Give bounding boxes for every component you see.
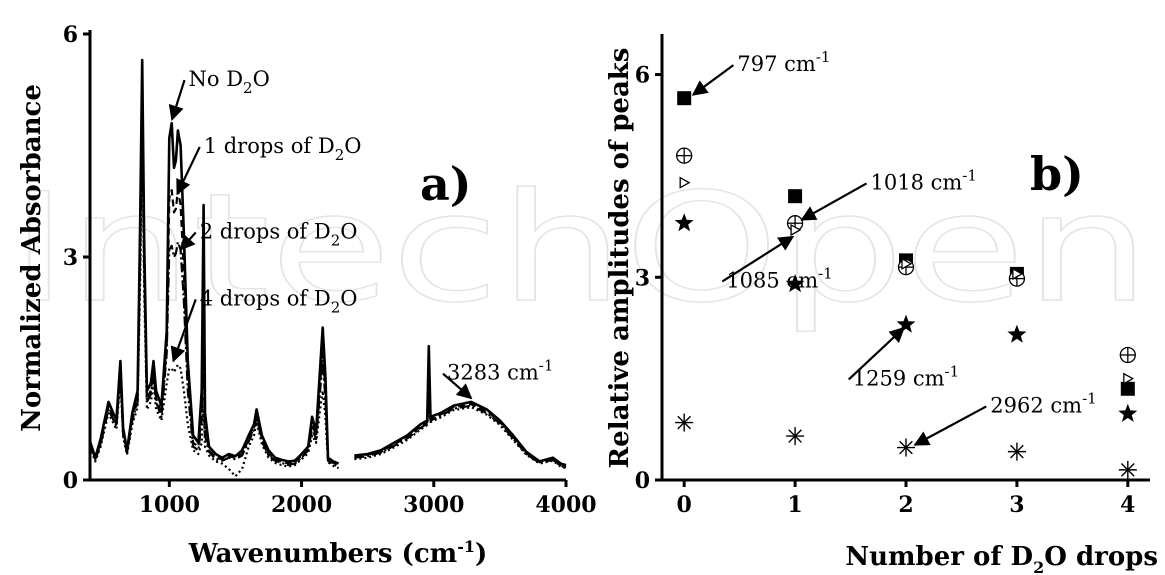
annotation-b4: 2962 cm-1 [990,389,1096,417]
panel-b-x-tick-label: 0 [677,492,692,518]
panel-b-label: b) [1030,147,1084,201]
panel-b-y-tick-label: 0 [635,468,650,494]
marker-1259-cm-1-3 [1007,324,1027,343]
marker-1018-cm-1-4 [1119,346,1136,364]
watermark: IntechOpen [9,161,1150,336]
panel-b-x-tick-label: 1 [787,492,802,518]
watermark-text: IntechOpen [10,162,1150,336]
annotation-a4: 3283 cm-1 [447,357,553,385]
panel-b-x-tick-label: 4 [1120,492,1135,518]
panel-a-x-axis-label: Wavenumbers (cm-1) [188,537,488,569]
panel-a-x-tick-label: 2000 [271,492,332,518]
marker-797-cm-1-4 [1120,381,1135,396]
marker-1085-cm-1-0 [679,176,691,189]
spectra-series [88,58,567,478]
marker-2962-cm-1-2 [897,438,915,457]
marker-1259-cm-1-4 [1118,403,1138,422]
marker-1085-cm-1-4 [1123,372,1135,385]
panel-a-x-tick-label: 3000 [403,492,464,518]
marker-2962-cm-1-4 [1118,460,1137,479]
marker-1259-cm-1-2 [896,314,916,333]
annotation-a0: No D2O [189,67,270,97]
panel-b-x-tick-label: 3 [1009,492,1024,518]
annotation-a3: 4 drops of D2O [200,286,358,316]
annotation-arrow-a4 [442,372,473,400]
annotation-arrow-b0 [691,64,735,96]
panel-a-y-tick-label: 6 [63,22,78,48]
annotation-b0: 797 cm-1 [737,48,830,76]
marker-1085-cm-1-3 [1012,267,1024,280]
panel-a-spectra: 0 3 6 1000 2000 3000 4000 No D2O 1 drops of D2O… [17,22,597,569]
annotation-a2: 2 drops of D2O [200,219,358,249]
marker-1259-cm-1-0 [674,213,694,232]
panel-b-y-tick-label: 3 [635,265,650,291]
panel-b-x-tick-label: 2 [898,492,913,518]
annotation-a1: 1 drops of D2O [204,134,362,164]
panel-a-y-axis-label: Normalized Absorbance [17,84,47,432]
annotation-b3: 1259 cm-1 [853,362,959,390]
panel-b-axes: 0 3 6 0 1 2 3 4 [635,34,1150,518]
panel-b-peak-amplitudes: 0 3 6 0 1 2 3 4 797 cm-1 1018 cm-1 1085 cm-1 1259 … [605,34,1158,575]
panel-a-y-tick-label: 3 [63,245,78,271]
annotation-arrow-b2 [721,235,795,283]
marker-2962-cm-1-0 [675,413,694,432]
marker-1085-cm-1-1 [790,223,802,237]
annotation-b1: 1018 cm-1 [871,166,977,194]
panel-b-x-axis-label: Number of D2O drops [845,542,1158,575]
annotation-arrow-a3 [170,298,197,363]
panel-b-markers [674,91,1138,479]
panel-b-y-tick-label: 6 [635,63,650,89]
marker-1085-cm-1-2 [901,257,913,270]
marker-797-cm-1-0 [677,91,692,106]
panel-a-x-tick-label: 1000 [139,492,200,518]
spectrum-line-4-drops-of-d2o [88,137,567,478]
annotation-arrow-b4 [913,405,987,446]
marker-1018-cm-1-0 [676,147,693,164]
panel-a-y-tick-label: 0 [63,468,78,494]
panel-a-axes: 0 3 6 1000 2000 3000 4000 [63,22,597,518]
annotation-b2: 1085 cm-1 [726,264,832,292]
marker-2962-cm-1-1 [786,427,805,446]
panel-a-annotations: No D2O 1 drops of D2O 2 drops of D2O 4 drop… [168,67,553,400]
panel-a-x-tick-label: 4000 [535,492,596,518]
annotation-arrow-a2 [179,231,197,251]
annotation-arrow-b1 [800,182,868,221]
annotation-arrow-b3 [848,326,905,381]
marker-797-cm-1-1 [788,189,803,204]
annotation-arrow-a1 [176,146,201,196]
marker-2962-cm-1-3 [1007,442,1026,461]
panel-b-y-axis-label: Relative amplitudes of peaks [605,48,635,469]
annotation-arrow-a0 [168,79,186,121]
panel-a-label: a) [420,157,472,211]
marker-1259-cm-1-1 [785,274,805,293]
panel-b-annotations: 797 cm-1 1018 cm-1 1085 cm-1 1259 cm-1 2962 … [691,48,1097,446]
